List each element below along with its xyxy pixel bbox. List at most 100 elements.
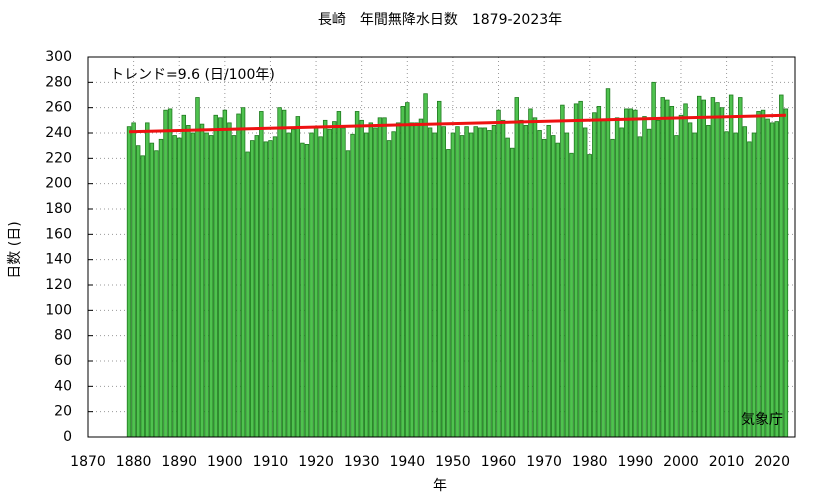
bar — [359, 119, 364, 438]
bar — [779, 94, 784, 438]
bar — [564, 132, 570, 438]
bar — [167, 108, 173, 438]
bar — [195, 97, 200, 438]
bar — [619, 127, 624, 438]
bar — [300, 142, 305, 438]
bar — [592, 112, 597, 438]
bar — [724, 131, 729, 438]
bar — [350, 133, 355, 438]
bar — [318, 136, 323, 438]
bar — [427, 127, 433, 438]
bar — [391, 131, 396, 438]
bar — [532, 117, 538, 438]
bar — [327, 128, 332, 438]
bar — [478, 127, 483, 438]
y-tick-label: 260 — [45, 100, 72, 116]
bar — [272, 136, 278, 438]
bar — [291, 128, 296, 438]
y-tick-label: 280 — [45, 74, 72, 90]
bar — [409, 122, 415, 438]
bar — [295, 116, 301, 438]
bar — [756, 111, 761, 438]
bar — [140, 155, 145, 438]
bar — [505, 137, 510, 438]
bar — [491, 125, 497, 438]
bar — [719, 107, 725, 438]
bar — [774, 121, 779, 438]
bar — [738, 97, 743, 438]
y-tick-label: 100 — [45, 302, 72, 318]
bar — [145, 122, 150, 438]
bar — [450, 132, 456, 438]
bar — [213, 114, 218, 438]
bar — [642, 116, 647, 438]
bar — [637, 136, 643, 438]
bar — [245, 151, 250, 438]
bar — [710, 97, 716, 438]
bar — [560, 104, 565, 438]
bar — [436, 100, 442, 438]
x-tick-label: 1920 — [298, 454, 334, 470]
bar — [218, 117, 223, 438]
bar — [747, 141, 752, 438]
bar — [464, 126, 469, 438]
bar — [459, 135, 465, 438]
bar — [377, 117, 383, 438]
bar — [386, 140, 392, 438]
bar — [432, 132, 437, 438]
bar — [760, 109, 766, 438]
x-tick-label: 1910 — [253, 454, 289, 470]
bar — [742, 126, 748, 438]
bar — [199, 123, 205, 438]
bar — [446, 149, 451, 438]
y-tick-label: 240 — [45, 125, 72, 141]
bar — [582, 127, 588, 438]
bar — [555, 142, 561, 438]
y-tick-label: 160 — [45, 226, 72, 242]
x-tick-label: 1970 — [526, 454, 562, 470]
bar — [628, 108, 634, 438]
bar — [500, 119, 506, 438]
y-tick-label: 60 — [54, 353, 72, 369]
bar — [263, 141, 269, 438]
y-tick-label: 180 — [45, 201, 72, 217]
bar — [281, 109, 287, 438]
bar — [674, 135, 679, 438]
bar — [596, 106, 602, 438]
bar — [696, 95, 702, 438]
x-tick-label: 1890 — [161, 454, 197, 470]
plot-frame — [87, 56, 796, 438]
x-tick-label: 1940 — [389, 454, 425, 470]
y-tick-label: 20 — [54, 404, 72, 420]
y-tick-label: 40 — [54, 378, 72, 394]
y-tick-label: 0 — [63, 429, 72, 445]
bar — [286, 132, 291, 438]
bar — [268, 140, 273, 438]
x-tick-label: 1990 — [618, 454, 654, 470]
bar — [605, 88, 611, 438]
bar — [222, 109, 228, 438]
bar — [683, 103, 688, 438]
bar — [665, 99, 670, 438]
bar — [208, 135, 214, 438]
bar — [468, 132, 474, 438]
y-tick-label: 220 — [45, 150, 72, 166]
source: 気象庁 — [741, 412, 783, 428]
bar — [587, 154, 592, 438]
bar — [204, 132, 209, 438]
bar — [528, 108, 533, 438]
bar — [678, 114, 684, 438]
bar — [332, 121, 337, 438]
bar — [313, 127, 319, 438]
y-tick-label: 80 — [54, 328, 72, 344]
bar — [254, 135, 259, 438]
bar — [149, 142, 155, 438]
bar — [336, 111, 342, 438]
y-tick-label: 120 — [45, 277, 72, 293]
bar — [569, 152, 574, 438]
x-tick-label: 1980 — [572, 454, 608, 470]
x-tick-label: 2010 — [709, 454, 745, 470]
annotation: トレンド=9.6 (日/100年) — [110, 67, 275, 83]
bar — [751, 132, 757, 438]
bar — [414, 122, 419, 438]
